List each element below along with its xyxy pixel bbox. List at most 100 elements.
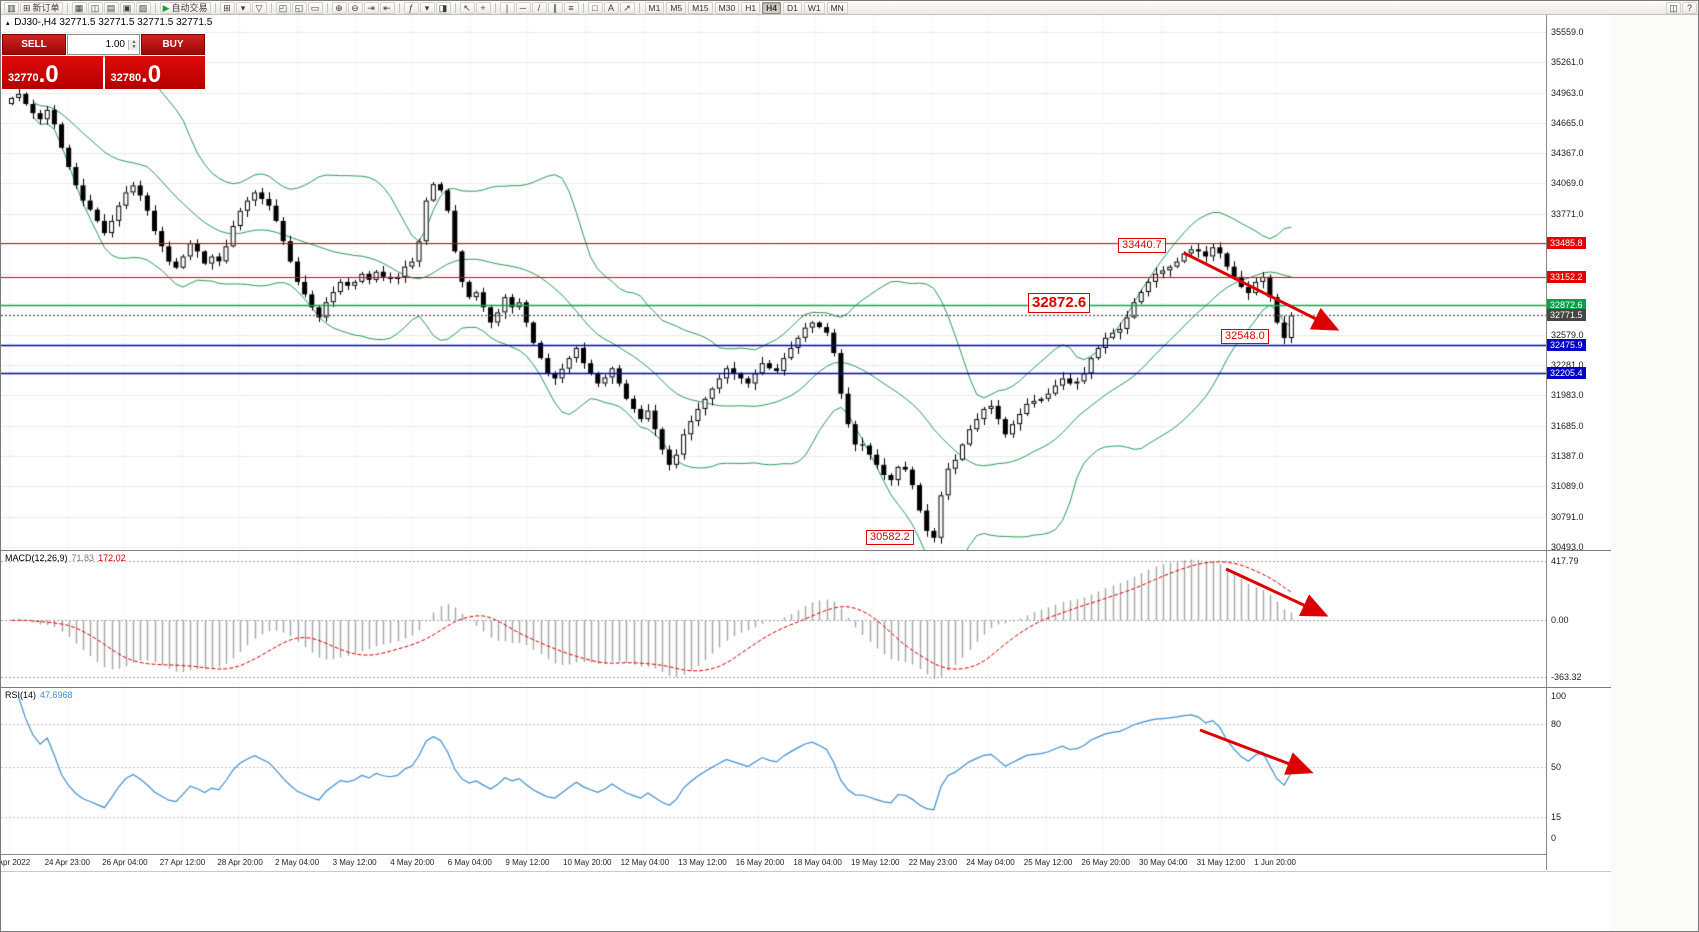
auto-trading-button-label: 自动交易 xyxy=(171,2,208,13)
timeframe-button-H4[interactable]: H4 xyxy=(762,1,781,14)
market-watch-icon[interactable]: ▦ xyxy=(71,1,87,14)
templates-icon[interactable]: ◨ xyxy=(435,1,451,14)
chart-window-icon[interactable]: ▥ xyxy=(4,1,19,14)
chart-shift-icon[interactable]: ⇤ xyxy=(379,1,395,14)
auto-trading-button[interactable]: ▶ 自动交易 xyxy=(159,1,211,14)
volume-spinner[interactable]: ▲ ▼ xyxy=(128,39,139,50)
toolbar-separator xyxy=(270,2,272,13)
spinner-down-icon[interactable]: ▼ xyxy=(129,44,139,50)
one-click-trading-panel: SELL 1.00 ▲ ▼ BUY 32770.0 32780.0 xyxy=(2,34,205,89)
strategy-tester-icon: ▧ xyxy=(138,2,148,13)
new-chart-icon: ⊞ xyxy=(223,2,231,13)
timeframe-button-D1[interactable]: D1 xyxy=(782,1,802,14)
panel-splitter xyxy=(1,871,1611,872)
panel-splitter[interactable] xyxy=(1,550,1611,551)
rsi-axis-label: 50 xyxy=(1551,762,1562,772)
help-icon[interactable]: ? xyxy=(1682,1,1697,14)
chart-annotation[interactable]: 32548.0 xyxy=(1221,329,1269,345)
equidistant-channel-icon[interactable]: ∥ xyxy=(547,1,563,14)
buy-button[interactable]: BUY xyxy=(141,34,205,55)
auto-scroll-icon[interactable]: ⇥ xyxy=(363,1,379,14)
chart-title: DJ30-,H4 xyxy=(14,17,57,28)
timeframe-button-M1[interactable]: M1 xyxy=(644,1,665,14)
cursor-icon[interactable]: ↖ xyxy=(459,1,475,14)
price-badge: 32872.6 xyxy=(1547,299,1586,311)
date-tick-label: 3 May 12:00 xyxy=(332,858,377,867)
shapes-icon[interactable]: □ xyxy=(587,1,603,14)
main-chart-canvas[interactable] xyxy=(1,15,1546,550)
new-order-button[interactable]: ⊞ 新订单 xyxy=(20,1,63,14)
text-label-icon[interactable]: A xyxy=(603,1,619,14)
price-badge: 32205.4 xyxy=(1547,366,1586,379)
volume-value[interactable]: 1.00 xyxy=(105,39,125,50)
equidistant-channel-icon: ∥ xyxy=(552,2,558,13)
rsi-axis-label: 15 xyxy=(1551,811,1562,822)
new-order-button-label: 新订单 xyxy=(32,2,60,13)
macd-axis-label: 0.00 xyxy=(1551,615,1569,626)
fibonacci-icon[interactable]: ≡ xyxy=(563,1,579,14)
date-tick-label: 27 Apr 12:00 xyxy=(159,858,206,867)
timeframe-button-H1[interactable]: H1 xyxy=(741,1,761,14)
buy-price-main: 32780 xyxy=(110,72,142,84)
profiles-icon[interactable]: ▾ xyxy=(235,1,251,14)
navigator-icon[interactable]: ▤ xyxy=(103,1,119,14)
data-window-icon[interactable]: ◫ xyxy=(87,1,103,14)
spinner-up-icon[interactable]: ▲ xyxy=(129,39,139,45)
terminal-icon[interactable]: ▣ xyxy=(119,1,135,14)
timeframe-button-M5[interactable]: M5 xyxy=(666,1,687,14)
price-tick-label: 31685.0 xyxy=(1551,420,1584,431)
price-badge: 33152.2 xyxy=(1547,270,1586,283)
macd-name: MACD(12,26,9) xyxy=(5,553,68,563)
zoom-in-icon[interactable]: ⊕ xyxy=(331,1,347,14)
macd-main-value: 71.83 xyxy=(71,553,95,563)
volume-input[interactable]: 1.00 ▲ ▼ xyxy=(67,34,140,55)
indicators-icon[interactable]: ƒ xyxy=(403,1,419,14)
horizontal-line-icon[interactable]: ─ xyxy=(515,1,531,14)
panel-splitter[interactable] xyxy=(1,687,1611,688)
save-template-icon[interactable]: ▽ xyxy=(251,1,267,14)
price-tick-label: 31387.0 xyxy=(1551,450,1584,461)
trendline-icon[interactable]: / xyxy=(531,1,547,14)
arrow-object-icon[interactable]: ↗ xyxy=(619,1,635,14)
sell-price-pips: .0 xyxy=(38,61,59,88)
timeframe-button-M15[interactable]: M15 xyxy=(688,1,713,14)
toolbar-separator xyxy=(638,2,640,13)
timeframe-button-MN[interactable]: MN xyxy=(826,1,848,14)
fibonacci-icon: ≡ xyxy=(568,2,574,13)
dock-panel-icon[interactable]: ◫ xyxy=(1666,1,1681,14)
rsi-canvas[interactable] xyxy=(1,688,1546,854)
chart-annotation[interactable]: 30582.2 xyxy=(866,530,914,546)
strategy-tester-icon[interactable]: ▧ xyxy=(135,1,151,14)
date-tick-label: 26 Apr 04:00 xyxy=(102,858,148,867)
macd-axis-label: 417.79 xyxy=(1551,556,1579,566)
timeframe-button-M30[interactable]: M30 xyxy=(714,1,740,14)
price-badge: 33485.8 xyxy=(1547,236,1586,249)
macd-canvas[interactable] xyxy=(1,551,1546,687)
timeframe-button-W1[interactable]: W1 xyxy=(803,1,825,14)
toolbar-separator xyxy=(214,2,216,13)
date-tick-label: 6 May 04:00 xyxy=(447,858,492,867)
print-icon: ▭ xyxy=(310,2,320,13)
navigator-icon: ▤ xyxy=(106,2,116,13)
auto-scroll-icon: ⇥ xyxy=(367,2,375,13)
crosshair-icon: + xyxy=(480,2,486,13)
zoom-out-icon[interactable]: ⊖ xyxy=(347,1,363,14)
cascade-windows-icon[interactable]: ◰ xyxy=(275,1,291,14)
vertical-line-icon[interactable]: | xyxy=(499,1,515,14)
period-dropdown-icon[interactable]: ▾ xyxy=(419,1,435,14)
chart-annotation[interactable]: 32872.6 xyxy=(1028,293,1091,313)
print-icon[interactable]: ▭ xyxy=(307,1,323,14)
crosshair-icon[interactable]: + xyxy=(475,1,491,14)
new-chart-icon[interactable]: ⊞ xyxy=(219,1,235,14)
price-axis[interactable]: 417.79 0.00 -363.32 100 80 50 15 0 35559.0 35261.… xyxy=(1546,15,1611,870)
chart-ohlc-values: 32771.5 32771.5 32771.5 32771.5 xyxy=(59,17,213,28)
time-axis[interactable]: 21 Apr 2022 24 Apr 23:00 26 Apr 04:00 27 Ap… xyxy=(1,854,1546,871)
date-tick-label: 28 Apr 20:00 xyxy=(217,858,263,867)
period-dropdown-icon: ▾ xyxy=(424,2,430,13)
tile-windows-icon[interactable]: ◱ xyxy=(291,1,307,14)
shapes-icon: □ xyxy=(592,2,598,13)
sell-button[interactable]: SELL xyxy=(2,34,66,55)
cascade-windows-icon: ◰ xyxy=(278,2,288,13)
chart-annotation[interactable]: 33440.7 xyxy=(1118,238,1166,254)
